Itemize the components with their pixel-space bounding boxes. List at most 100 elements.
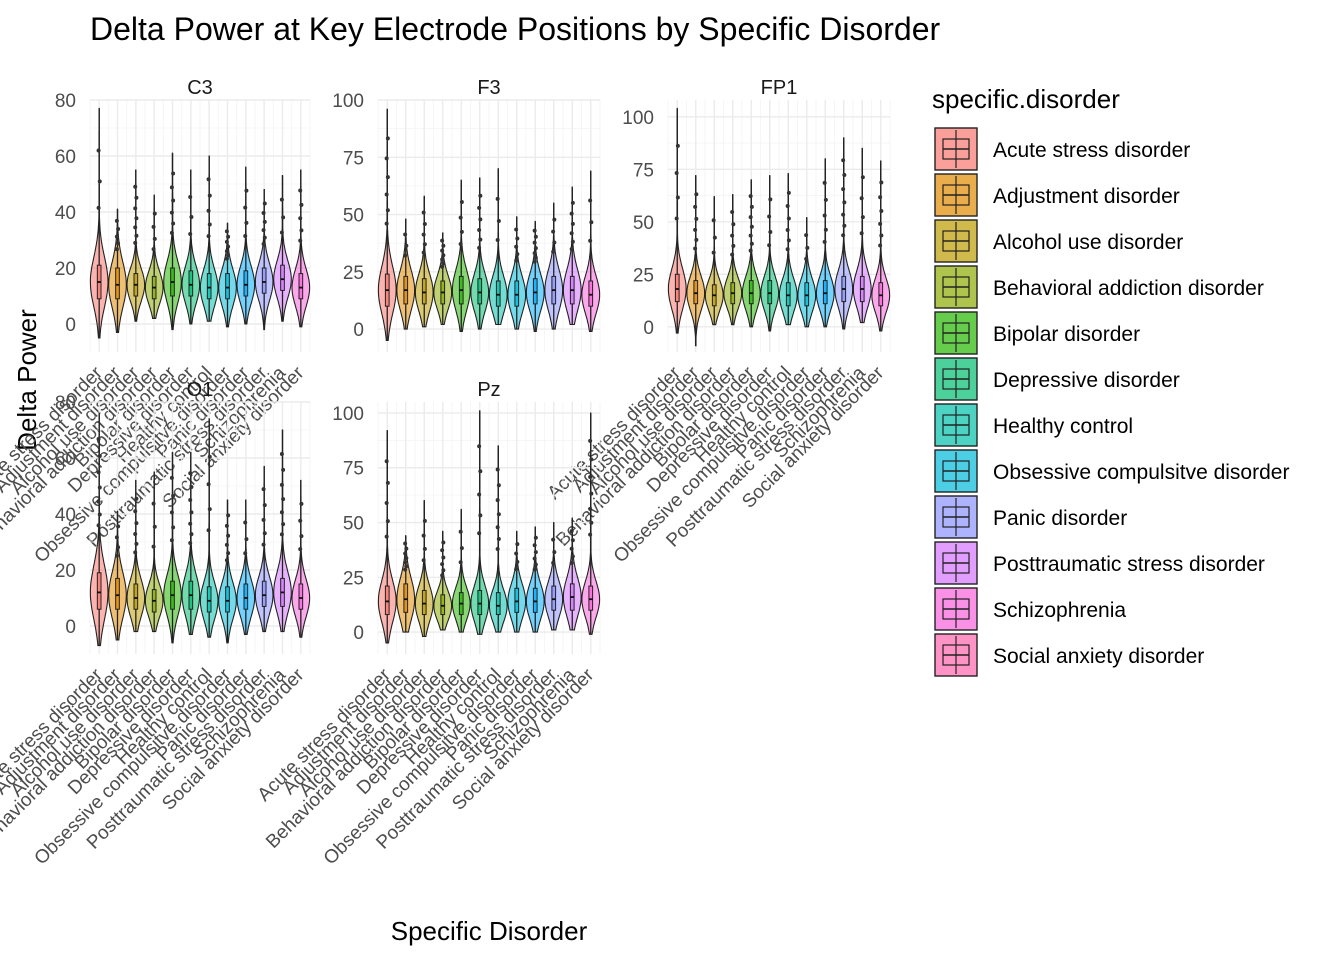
outlier-point (133, 225, 138, 230)
outlier-point (96, 436, 101, 441)
outlier-point (569, 560, 574, 565)
outlier-point (786, 216, 791, 221)
box-o1-alcohol-use-disorder (133, 583, 139, 610)
outlier-point (786, 190, 791, 195)
outlier-point (478, 237, 483, 242)
outlier-point (459, 229, 464, 234)
outlier-point (262, 219, 267, 224)
outlier-point (114, 553, 119, 558)
outlier-point (532, 240, 537, 245)
outlier-point (878, 221, 883, 226)
outlier-point (441, 540, 446, 545)
outlier-point (711, 218, 716, 223)
outlier-point (97, 485, 102, 490)
outlier-point (822, 239, 827, 244)
outlier-point (169, 475, 174, 480)
outlier-point (421, 232, 426, 237)
outlier-point (281, 522, 286, 527)
outlier-point (569, 529, 574, 534)
box-fp1-bipolar-disorder (748, 280, 754, 305)
outlier-point (515, 559, 520, 564)
outlier-point (96, 470, 101, 475)
box-o1-adjustment-disorder (115, 577, 120, 610)
outlier-point (693, 204, 698, 209)
legend-label: Schizophrenia (993, 599, 1126, 622)
outlier-point (134, 521, 139, 526)
legend-item-schizophrenia: Schizophrenia (934, 587, 1126, 631)
y-tick-label: 0 (65, 617, 76, 638)
outlier-point (261, 242, 266, 247)
outlier-point (693, 227, 698, 232)
outlier-point (532, 543, 537, 548)
legend-label: Alcohol use disorder (993, 231, 1183, 254)
outlier-point (841, 212, 846, 217)
outlier-point (404, 564, 409, 569)
outlier-point (477, 205, 482, 210)
outlier-point (478, 193, 483, 198)
legend-item-bipolar-disorder: Bipolar disorder (934, 311, 1140, 355)
outlier-point (151, 544, 156, 549)
outlier-point (786, 238, 791, 243)
outlier-point (674, 171, 679, 176)
outlier-point (674, 216, 679, 221)
legend: specific.disorder Acute stress disorder A… (932, 84, 1289, 677)
outlier-point (440, 248, 445, 253)
outlier-point (730, 209, 735, 214)
outlier-point (533, 246, 538, 251)
outlier-point (114, 535, 119, 540)
y-tick-label: 50 (343, 206, 364, 227)
outlier-point (533, 562, 538, 567)
outlier-point (823, 227, 828, 232)
outlier-point (749, 241, 754, 246)
outlier-point (458, 529, 463, 534)
outlier-point (730, 233, 735, 238)
outlier-point (171, 171, 176, 176)
box-pz-social-anxiety-disorder (588, 585, 594, 611)
outlier-point (588, 506, 593, 511)
outlier-point (748, 248, 753, 253)
outlier-point (279, 197, 284, 202)
outlier-point (207, 454, 212, 459)
box-c3-posttraumatic-stress-disorder (261, 267, 267, 294)
y-tick-label: 60 (55, 147, 76, 168)
outlier-point (570, 554, 575, 559)
outlier-point (385, 136, 390, 141)
box-pz-obsessive-compulsitve-disorder (514, 587, 520, 613)
outlier-point (570, 538, 575, 543)
outlier-point (514, 227, 519, 232)
outlier-point (188, 521, 193, 526)
legend-label: Behavioral addiction disorder (993, 277, 1264, 300)
outlier-point (97, 179, 102, 184)
outlier-point (477, 245, 482, 250)
outlier-point (404, 556, 409, 561)
outlier-point (404, 243, 409, 248)
outlier-point (151, 224, 156, 229)
box-pz-healthy-control (495, 592, 501, 616)
outlier-point (96, 499, 101, 504)
outlier-point (243, 520, 248, 525)
legend-label: Social anxiety disorder (993, 645, 1204, 668)
outlier-point (421, 558, 426, 563)
outlier-point (226, 533, 231, 538)
outlier-point (551, 537, 556, 542)
outlier-point (261, 517, 266, 522)
y-tick-label: 40 (55, 203, 76, 224)
box-f3-panic-disorder (532, 278, 538, 305)
outlier-point (403, 567, 408, 572)
y-tick-label: 0 (65, 315, 76, 336)
outlier-point (768, 230, 773, 235)
outlier-point (116, 524, 121, 529)
outlier-point (496, 512, 501, 517)
outlier-point (188, 195, 193, 200)
box-c3-social-anxiety-disorder (298, 273, 304, 300)
outlier-point (226, 551, 231, 556)
outlier-point (842, 200, 847, 205)
outlier-point (569, 211, 574, 216)
outlier-point (552, 240, 557, 245)
outlier-point (188, 498, 193, 503)
y-tick-label: 100 (332, 404, 364, 425)
outlier-point (403, 541, 408, 546)
outlier-point (224, 558, 229, 563)
legend-label: Panic disorder (993, 507, 1127, 530)
